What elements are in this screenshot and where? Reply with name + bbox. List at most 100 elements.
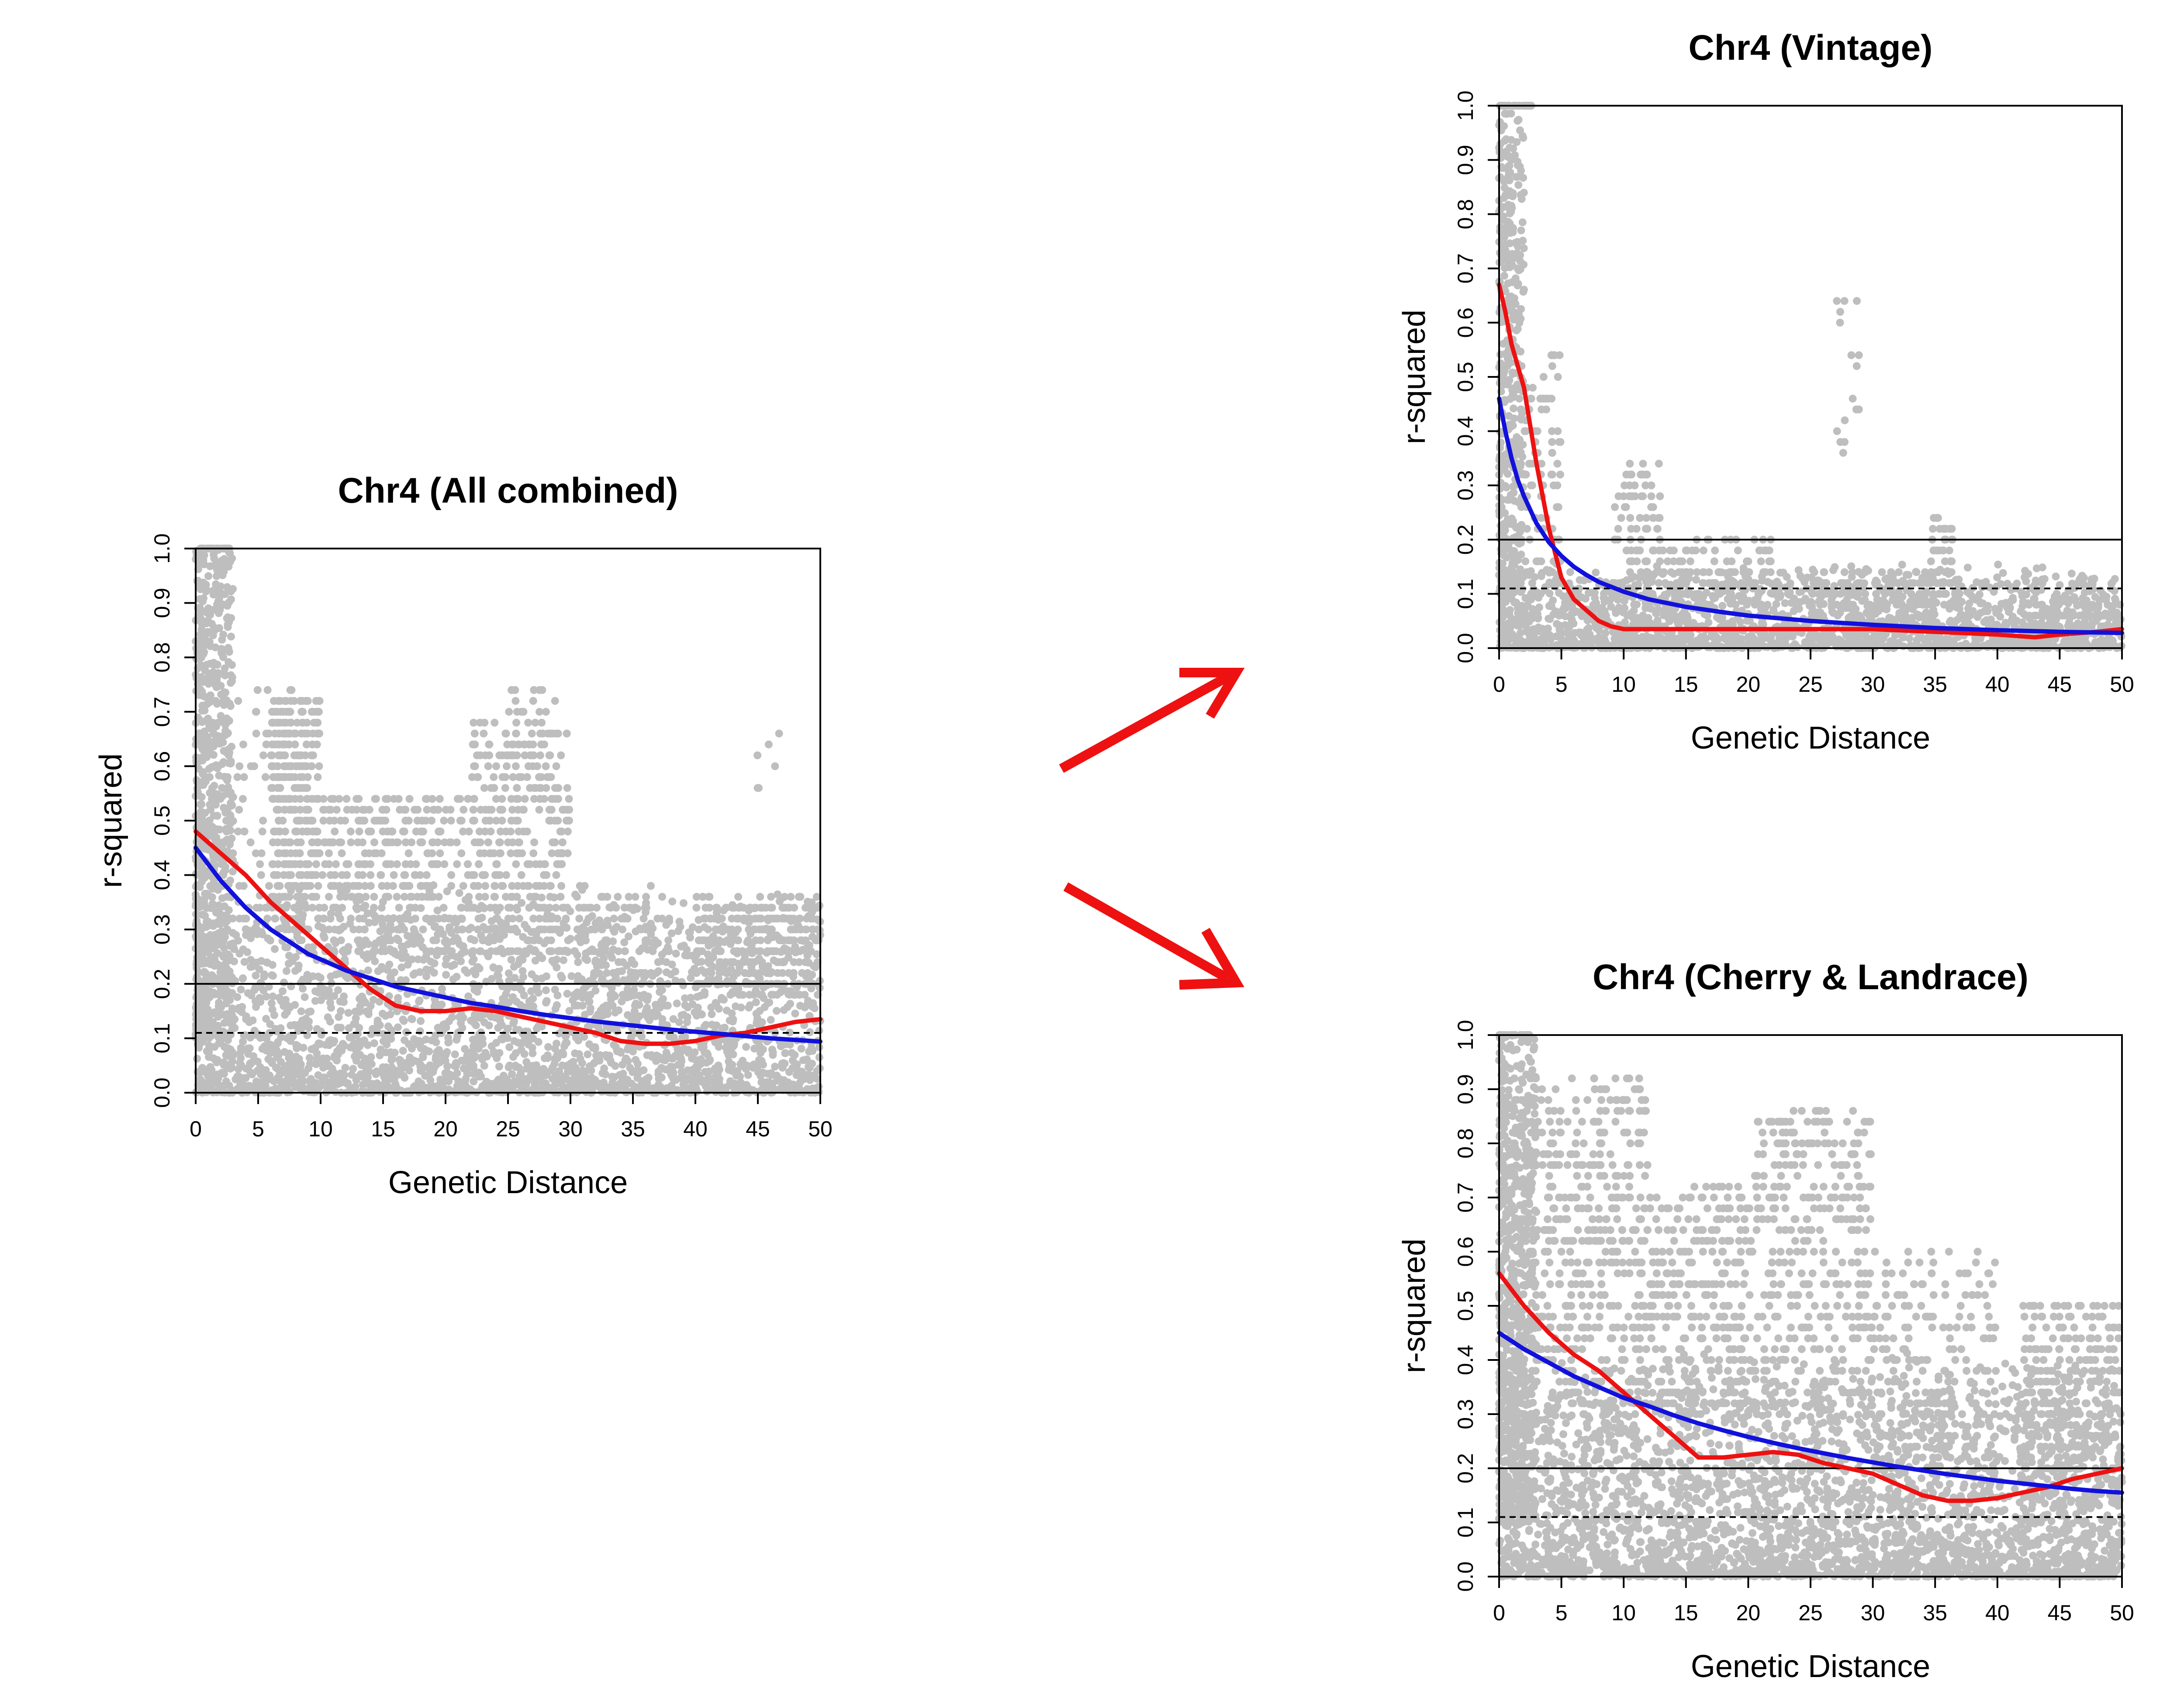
scatter-point	[771, 1063, 779, 1071]
scatter-point	[296, 773, 304, 781]
scatter-point	[349, 925, 358, 934]
scatter-point	[228, 834, 236, 842]
scatter-point	[415, 997, 423, 1006]
scatter-point	[200, 560, 208, 569]
scatter-point	[263, 904, 271, 912]
scatter-point	[723, 969, 732, 977]
scatter-point	[746, 1001, 754, 1009]
scatter-point	[521, 947, 529, 955]
scatter-point	[218, 557, 226, 565]
scatter-point	[360, 1036, 368, 1045]
scatter-point	[469, 806, 477, 814]
scatter-point	[226, 877, 235, 885]
scatter-point	[559, 1050, 567, 1059]
scatter-point	[507, 827, 515, 835]
scatter-point	[361, 882, 369, 890]
scatter-point	[654, 958, 662, 966]
scatter-point	[490, 893, 498, 901]
scatter-point	[464, 1058, 473, 1066]
scatter-point	[480, 904, 488, 912]
scatter-point	[521, 1075, 529, 1083]
scatter-point	[312, 795, 320, 803]
scatter-point	[782, 1081, 790, 1089]
scatter-point	[581, 1011, 589, 1019]
scatter-point	[266, 1020, 274, 1029]
scatter-point	[390, 1073, 398, 1082]
scatter-point	[609, 925, 617, 934]
scatter-point	[276, 882, 284, 890]
scatter-point	[538, 954, 546, 962]
scatter-point	[495, 1063, 503, 1070]
scatter-point	[480, 718, 489, 727]
scatter-point	[473, 963, 481, 972]
scatter-point	[664, 936, 673, 945]
scatter-point	[388, 1055, 396, 1063]
scatter-point	[453, 936, 461, 945]
scatter-point	[259, 751, 267, 759]
scatter-point	[538, 1073, 546, 1081]
scatter-point	[423, 915, 431, 923]
scatter-point	[445, 925, 453, 934]
scatter-point	[529, 849, 538, 857]
scatter-point	[332, 970, 340, 979]
scatter-point	[516, 1001, 525, 1009]
scatter-point	[201, 912, 209, 920]
scatter-point	[559, 904, 567, 912]
scatter-point	[786, 947, 794, 955]
scatter-point	[552, 762, 560, 770]
scatter-point	[676, 922, 684, 931]
scatter-point	[712, 1021, 721, 1029]
scatter-point	[528, 729, 536, 738]
scatter-point	[393, 893, 401, 901]
scatter-point	[267, 784, 276, 792]
scatter-point	[542, 986, 550, 994]
arrow-up-right-shaft	[1059, 673, 1230, 773]
scatter-point	[630, 904, 639, 912]
scatter-point	[671, 977, 680, 985]
scatter-point	[711, 947, 719, 955]
scatter-point	[594, 1023, 602, 1031]
scatter-point	[198, 959, 206, 967]
scatter-point	[552, 871, 560, 879]
scatter-point	[625, 893, 633, 901]
scatter-point	[629, 991, 636, 999]
scatter-point	[491, 904, 499, 912]
scatter-point	[778, 1060, 786, 1068]
scatter-point	[206, 611, 214, 619]
scatter-point	[744, 936, 752, 945]
scatter-point	[494, 970, 502, 979]
scatter-point	[243, 1044, 252, 1053]
scatter-point	[563, 784, 571, 792]
scatter-point	[609, 969, 618, 977]
scatter-point	[452, 1063, 460, 1071]
scatter-point	[517, 708, 525, 716]
scatter-point	[506, 925, 515, 934]
scatter-point	[436, 1075, 445, 1084]
scatter-point	[281, 806, 289, 814]
scatter-point	[565, 795, 573, 803]
scatter-point	[512, 1026, 520, 1034]
scatter-point	[749, 969, 757, 977]
scatter-point	[400, 882, 408, 890]
scatter-point	[224, 773, 232, 781]
scatter-point	[301, 993, 309, 1001]
scatter-point	[377, 904, 386, 912]
scatter-point	[208, 1080, 216, 1089]
scatter-point	[370, 1082, 378, 1091]
scatter-point	[525, 936, 533, 945]
scatter-point	[274, 817, 283, 825]
scatter-point	[198, 607, 207, 615]
scatter-point	[501, 773, 510, 781]
scatter-point	[702, 1082, 710, 1091]
scatter-point	[365, 806, 373, 814]
scatter-point	[412, 860, 420, 868]
scatter-point	[447, 838, 455, 846]
scatter-point	[619, 925, 626, 934]
scatter-point	[705, 904, 714, 912]
scatter-point	[304, 871, 312, 879]
scatter-point	[677, 1055, 685, 1063]
scatter-point	[224, 621, 232, 629]
scatter-point	[490, 963, 498, 972]
scatter-point	[252, 708, 260, 716]
scatter-point	[659, 995, 667, 1003]
